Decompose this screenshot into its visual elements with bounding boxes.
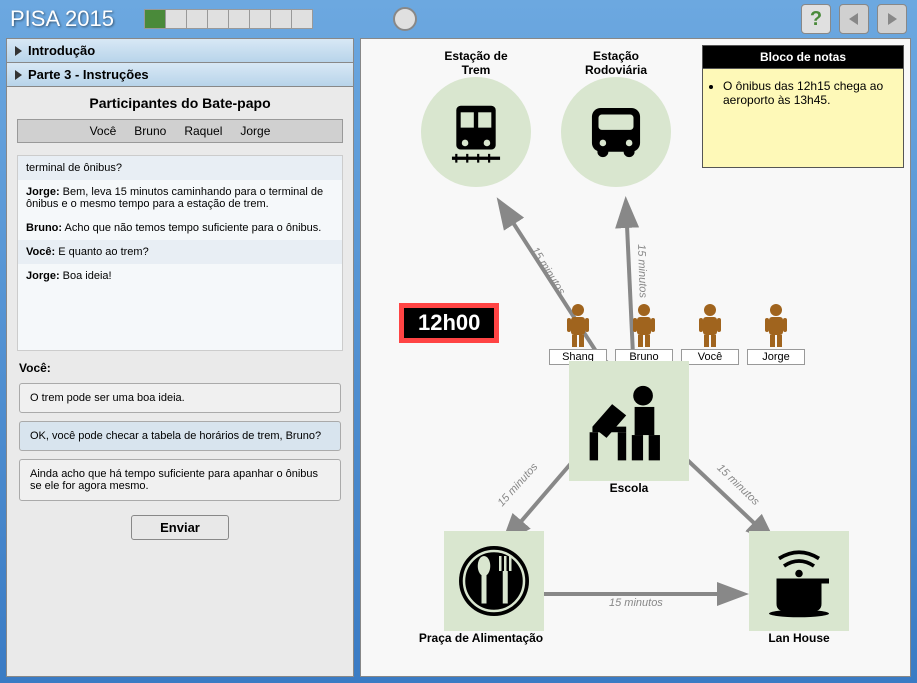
chevron-right-icon: [15, 46, 22, 56]
notepad: Bloco de notas O ônibus das 12h15 chega …: [702, 45, 904, 168]
tab-raquel[interactable]: Raquel: [184, 124, 222, 138]
node-food: Praça de Alimentação: [431, 531, 556, 645]
choice-1[interactable]: OK, você pode checar a tabela de horário…: [19, 421, 341, 451]
node-school: Escola: [569, 361, 689, 495]
person-jorge-label: Jorge: [747, 349, 805, 365]
person-shang: Shang: [549, 303, 607, 365]
node-food-label: Praça de Alimentação: [406, 631, 556, 645]
chat-log[interactable]: terminal de ônibus?Jorge: Bem, leva 15 m…: [17, 155, 343, 351]
chat-message: Você: E quanto ao trem?: [18, 240, 342, 264]
progress-bar: [144, 9, 313, 29]
accordion-part3-label: Parte 3 - Instruções: [28, 67, 149, 82]
left-panel: Introdução Parte 3 - Instruções Particip…: [6, 38, 354, 677]
notepad-body: O ônibus das 12h15 chega ao aeroporto às…: [703, 69, 903, 167]
food-icon: [444, 531, 544, 631]
node-train-label: Estação de Trem: [421, 49, 531, 77]
chat-message: Bruno: Acho que não temos tempo suficien…: [18, 216, 342, 240]
node-lan: Lan House: [749, 531, 849, 645]
timer-icon: [393, 7, 417, 31]
help-button[interactable]: ?: [801, 4, 831, 34]
bus-icon: [561, 77, 671, 187]
chevron-right-icon: [15, 70, 22, 80]
choice-2[interactable]: Ainda acho que há tempo suficiente para …: [19, 459, 341, 501]
brand-title: PISA 2015: [10, 6, 114, 32]
send-button[interactable]: Enviar: [131, 515, 229, 540]
next-button[interactable]: [877, 4, 907, 34]
topbar: PISA 2015 ?: [0, 0, 917, 38]
chat-message: Jorge: Bem, leva 15 minutos caminhando p…: [18, 180, 342, 216]
diagram-panel: Estação de Trem Estação Rodoviária: [360, 38, 911, 677]
edge-food-lan: 15 minutos: [609, 597, 663, 609]
chat-message: terminal de ônibus?: [18, 156, 342, 180]
chat-title: Participantes do Bate-papo: [7, 87, 353, 115]
edge-school-train: 15 minutos: [529, 245, 568, 297]
train-icon: [421, 77, 531, 187]
choice-0[interactable]: O trem pode ser uma boa ideia.: [19, 383, 341, 413]
chat-tabs: Você Bruno Raquel Jorge: [17, 119, 343, 143]
chat-message: Jorge: Boa ideia!: [18, 264, 342, 288]
notepad-item: O ônibus das 12h15 chega ao aeroporto às…: [723, 79, 895, 107]
node-train: Estação de Trem: [421, 49, 531, 187]
node-lan-label: Lan House: [749, 631, 849, 645]
node-school-label: Escola: [569, 481, 689, 495]
tab-bruno[interactable]: Bruno: [134, 124, 166, 138]
tab-jorge[interactable]: Jorge: [240, 124, 270, 138]
edge-school-food: 15 minutos: [495, 461, 540, 509]
edge-school-bus: 15 minutos: [635, 244, 649, 298]
person-voce-label: Você: [681, 349, 739, 365]
clock-display: 12h00: [399, 303, 499, 343]
person-jorge: Jorge: [747, 303, 805, 365]
accordion-intro[interactable]: Introdução: [7, 39, 353, 63]
tab-voce[interactable]: Você: [90, 124, 117, 138]
accordion-intro-label: Introdução: [28, 43, 95, 58]
you-label: Você:: [7, 351, 353, 379]
person-voce: Você: [681, 303, 739, 365]
school-icon: [569, 361, 689, 481]
lan-icon: [749, 531, 849, 631]
accordion-part3[interactable]: Parte 3 - Instruções: [7, 63, 353, 87]
notepad-title: Bloco de notas: [703, 46, 903, 69]
node-bus-label: Estação Rodoviária: [561, 49, 671, 77]
edge-school-lan: 15 minutos: [714, 462, 761, 508]
person-bruno: Bruno: [615, 303, 673, 365]
prev-button[interactable]: [839, 4, 869, 34]
node-bus: Estação Rodoviária: [561, 49, 671, 187]
